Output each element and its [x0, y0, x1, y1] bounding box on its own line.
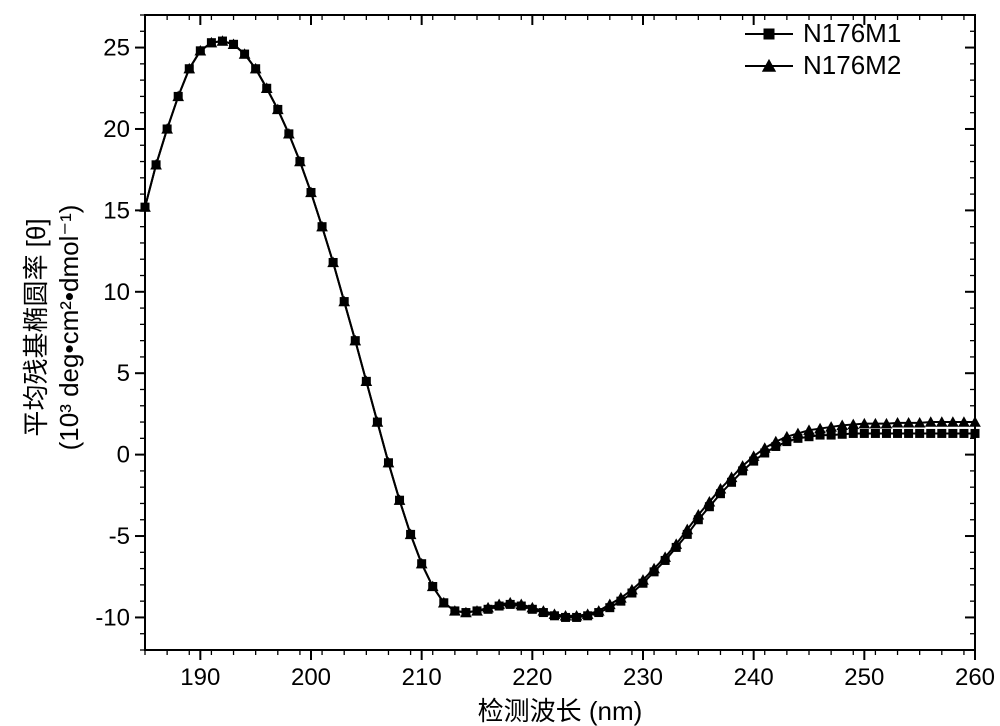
chart-svg: 190 200 210 220 230 240 250 260 -10 -5 0 5 10 15 20 25 检…	[0, 0, 1000, 726]
svg-text:10: 10	[103, 279, 130, 306]
svg-text:0: 0	[117, 442, 130, 469]
svg-text:15: 15	[103, 197, 130, 224]
svg-text:210: 210	[402, 664, 442, 691]
svg-text:-5: -5	[109, 523, 130, 550]
svg-text:200: 200	[291, 664, 331, 691]
svg-text:240: 240	[734, 664, 774, 691]
svg-text:5: 5	[117, 360, 130, 387]
svg-text:220: 220	[512, 664, 552, 691]
svg-text:260: 260	[955, 664, 995, 691]
svg-text:230: 230	[623, 664, 663, 691]
legend-label-N176M2: N176M2	[803, 50, 901, 80]
svg-text:20: 20	[103, 116, 130, 143]
y-axis-label-main: 平均残基椭圆率 [θ]	[21, 218, 51, 436]
legend-label-N176M1: N176M1	[803, 18, 901, 48]
svg-text:250: 250	[844, 664, 884, 691]
y-axis-label-unit: (10³ deg•cm²•dmol⁻¹)	[54, 205, 84, 451]
svg-text:190: 190	[180, 664, 220, 691]
cd-spectrum-chart: 190 200 210 220 230 240 250 260 -10 -5 0 5 10 15 20 25 检…	[0, 0, 1000, 726]
svg-text:25: 25	[103, 35, 130, 62]
x-axis-label: 检测波长 (nm)	[478, 696, 643, 726]
series-N176M1	[145, 41, 975, 617]
series-N176M2	[145, 41, 975, 616]
svg-text:-10: -10	[95, 604, 130, 631]
